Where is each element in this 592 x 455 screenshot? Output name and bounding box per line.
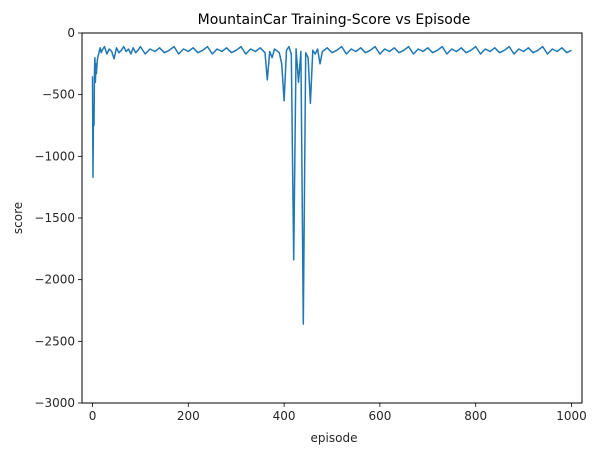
y-axis-label: score (11, 202, 25, 234)
x-tick-label: 600 (368, 409, 391, 423)
y-tick-label: 0 (67, 26, 75, 40)
x-tick-label: 1000 (556, 409, 587, 423)
y-tick-label: −1000 (34, 149, 75, 163)
chart-title: MountainCar Training-Score vs Episode (198, 12, 471, 28)
y-tick-label: −500 (42, 88, 75, 102)
plot-area (91, 45, 572, 325)
y-tick-label: −3000 (34, 396, 75, 410)
x-tick-label: 0 (89, 409, 97, 423)
y-tick-label: −1500 (34, 211, 75, 225)
x-axis: 0 200 400 600 800 1000 (89, 403, 587, 423)
x-tick-label: 400 (273, 409, 296, 423)
x-tick-label: 800 (464, 409, 487, 423)
y-axis: 0 −500 −1000 −1500 −2000 −2500 −3000 (34, 26, 82, 410)
y-tick-label: −2000 (34, 273, 75, 287)
score-series-line (91, 45, 572, 325)
x-tick-label: 200 (177, 409, 200, 423)
x-axis-label: episode (311, 431, 358, 445)
axes-frame (81, 32, 583, 404)
y-tick-label: −2500 (34, 334, 75, 348)
